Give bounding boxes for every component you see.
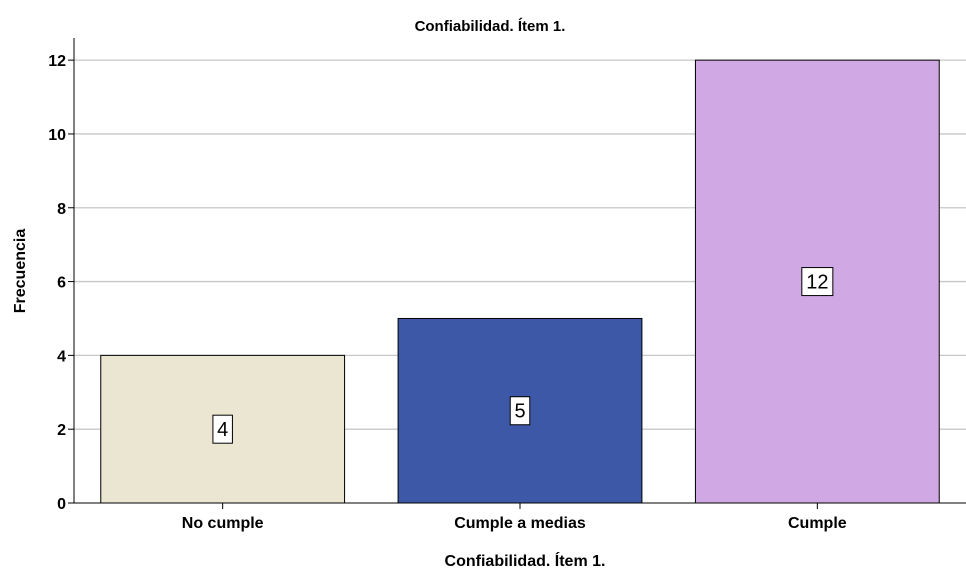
- y-tick-label: 8: [57, 201, 66, 218]
- y-tick-label: 4: [57, 348, 66, 365]
- data-labels: 4 5 12: [212, 267, 834, 444]
- y-tick-label: 2: [57, 422, 66, 439]
- data-label: 4: [217, 419, 228, 441]
- data-label-box: [801, 267, 834, 297]
- data-label-box: [509, 396, 531, 426]
- x-axis-categories: No cumple Cumple a medias Cumple: [182, 503, 847, 532]
- x-tick-label: No cumple: [182, 515, 264, 532]
- x-tick-label: Cumple: [788, 515, 847, 532]
- y-tick-label: 0: [57, 496, 66, 513]
- y-tick-label: 6: [57, 275, 66, 292]
- chart-title: Confiabilidad. Ítem 1.: [415, 18, 566, 35]
- x-axis-label: Confiabilidad. Ítem 1.: [445, 551, 606, 569]
- data-label: 12: [806, 272, 828, 294]
- y-axis-ticks: 0 2 4 6 8 10 12: [48, 53, 74, 513]
- data-label-box: [212, 414, 233, 444]
- y-axis-label: Frecuencia: [12, 229, 29, 314]
- x-tick-label: Cumple a medias: [454, 515, 586, 532]
- y-tick-label: 12: [48, 53, 66, 70]
- data-label: 5: [514, 401, 525, 423]
- y-tick-label: 10: [48, 127, 66, 144]
